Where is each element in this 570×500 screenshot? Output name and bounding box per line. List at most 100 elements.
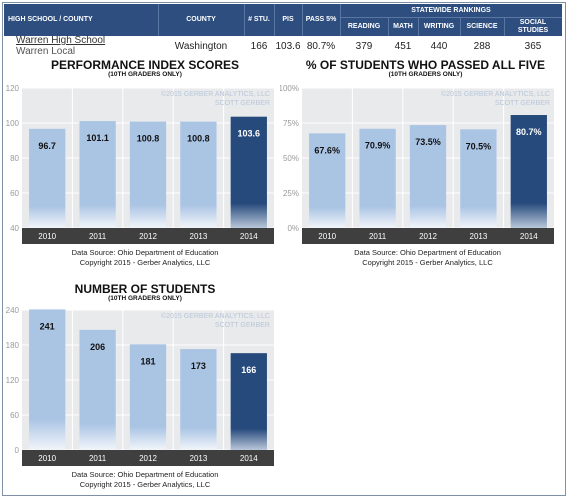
y-tick-label: 75% — [283, 119, 299, 128]
y-tick-label: 0% — [287, 224, 299, 233]
bar-value-label: 80.7% — [516, 127, 542, 137]
watermark-author: SCOTT GERBER — [215, 100, 270, 107]
watermark-author: SCOTT GERBER — [495, 100, 550, 107]
bar-2012 — [409, 125, 447, 228]
x-tick-label: 2010 — [38, 454, 56, 463]
x-tick-label: 2011 — [89, 232, 107, 241]
header-county: COUNTY — [186, 16, 216, 23]
performance-index-plot: 120 100 80 60 40 ©2015 GERBER ANALYTICS, LLC S… — [6, 84, 274, 244]
bar-2014 — [510, 115, 547, 228]
x-tick-label: 2011 — [369, 232, 387, 241]
bar-value-label: 96.7 — [38, 141, 56, 151]
bar-2010 — [29, 128, 66, 228]
x-axis-band — [302, 228, 554, 244]
x-tick-label: 2012 — [419, 232, 437, 241]
bar-2010 — [309, 133, 346, 228]
chart-title: PERFORMANCE INDEX SCORES — [50, 58, 240, 72]
chart-subtitle: (10TH GRADERS ONLY) — [108, 295, 182, 302]
bar-2014 — [230, 116, 267, 228]
bar-2013 — [460, 129, 497, 228]
y-tick-label: 120 — [6, 84, 20, 93]
number-of-students-plot: 240 180 120 60 0 ©2015 GERBER ANALYTICS, LLC S… — [6, 306, 274, 466]
y-tick-label: 80 — [10, 154, 19, 163]
y-tick-label: 180 — [6, 341, 20, 350]
writing-rank: 440 — [430, 40, 448, 52]
chart-subtitle: (10TH GRADERS ONLY) — [388, 71, 463, 78]
header-reading: READING — [347, 22, 381, 30]
district-name: Warren Local — [16, 46, 76, 57]
data-source-note: Data Source: Ohio Department of Educatio… — [71, 470, 219, 479]
y-tick-label: 120 — [6, 376, 20, 385]
school-row: Warren High School Warren Local Washingt… — [4, 35, 562, 57]
header-writing: WRITING — [423, 22, 455, 30]
bar-2011 — [79, 329, 116, 450]
x-tick-label: 2013 — [190, 454, 208, 463]
bar-value-label: 166 — [241, 365, 256, 375]
x-tick-label: 2013 — [190, 232, 208, 241]
bar-value-label: 173 — [191, 361, 206, 371]
rankings-table-header: HIGH SCHOOL / COUNTY COUNTY # STU. PIS P… — [4, 4, 562, 36]
county-value: Washington — [174, 40, 228, 52]
watermark-copyright: ©2015 GERBER ANALYTICS, LLC — [161, 90, 270, 98]
x-tick-label: 2010 — [38, 232, 56, 241]
x-tick-label: 2014 — [240, 232, 258, 241]
x-axis-band — [22, 450, 274, 466]
watermark-author: SCOTT GERBER — [215, 322, 270, 329]
copyright-note: Copyright 2015 - Gerber Analytics, LLC — [79, 258, 211, 267]
chart-footer: Data Source: Ohio Department of Educatio… — [20, 248, 270, 268]
bar-value-label: 206 — [90, 342, 105, 352]
header-pis: PIS — [282, 16, 294, 23]
math-rank: 451 — [394, 40, 412, 52]
bar-2013 — [180, 349, 217, 450]
bar-value-label: 181 — [140, 356, 155, 366]
school-name-link[interactable]: Warren High School — [16, 35, 106, 46]
header-social-studies: SOCIAL STUDIES — [517, 18, 549, 34]
bar-2013 — [180, 121, 217, 228]
x-tick-label: 2010 — [318, 232, 336, 241]
bar-2010 — [29, 309, 66, 450]
bar-2012 — [129, 121, 167, 228]
y-tick-label: 0 — [15, 446, 20, 455]
header-math: MATH — [393, 22, 413, 30]
x-tick-label: 2011 — [89, 454, 107, 463]
y-tick-label: 60 — [10, 189, 19, 198]
science-rank: 288 — [473, 40, 491, 52]
bar-value-label: 241 — [40, 321, 55, 331]
header-science: SCIENCE — [466, 22, 498, 30]
bar-value-label: 70.5% — [466, 141, 492, 151]
bar-2011 — [79, 121, 116, 228]
y-tick-label: 25% — [283, 189, 299, 198]
bar-value-label: 73.5% — [415, 137, 441, 147]
chart-subtitle: (10TH GRADERS ONLY) — [108, 71, 182, 78]
y-tick-label: 100% — [280, 84, 299, 93]
x-tick-label: 2012 — [139, 232, 157, 241]
copyright-note: Copyright 2015 - Gerber Analytics, LLC — [79, 480, 211, 489]
y-tick-label: 100 — [6, 119, 20, 128]
reading-rank: 379 — [355, 40, 373, 52]
x-axis-band — [22, 228, 274, 244]
header-statewide-rankings: STATEWIDE RANKINGS — [411, 6, 491, 14]
x-tick-label: 2014 — [240, 454, 258, 463]
students-value: 166 — [250, 40, 268, 52]
social-studies-rank: 365 — [524, 40, 542, 52]
chart-title: % OF STUDENTS WHO PASSED ALL FIVE — [305, 58, 546, 72]
bar-value-label: 100.8 — [187, 134, 210, 144]
chart-footer: Data Source: Ohio Department of Educatio… — [300, 248, 555, 268]
bar-value-label: 101.1 — [86, 133, 109, 143]
x-tick-label: 2013 — [470, 232, 488, 241]
bar-value-label: 70.9% — [365, 141, 391, 151]
header-num-students: # STU. — [248, 16, 270, 23]
pass-all-five-plot: 100% 75% 50% 25% 0% ©2015 GERBER ANALYTICS, L… — [280, 84, 554, 244]
header-school-county: HIGH SCHOOL / COUNTY — [8, 16, 93, 23]
bar-value-label: 67.6% — [314, 145, 340, 155]
bar-value-label: 100.8 — [137, 134, 160, 144]
data-source-note: Data Source: Ohio Department of Educatio… — [354, 248, 501, 257]
chart-title: NUMBER OF STUDENTS — [74, 282, 216, 296]
header-pass5: PASS 5% — [305, 16, 337, 23]
x-tick-label: 2012 — [139, 454, 157, 463]
bar-value-label: 103.6 — [238, 129, 261, 139]
y-tick-label: 50% — [283, 154, 299, 163]
y-tick-label: 240 — [6, 306, 20, 315]
copyright-note: Copyright 2015 - Gerber Analytics, LLC — [362, 258, 493, 267]
report-frame — [2, 2, 566, 496]
